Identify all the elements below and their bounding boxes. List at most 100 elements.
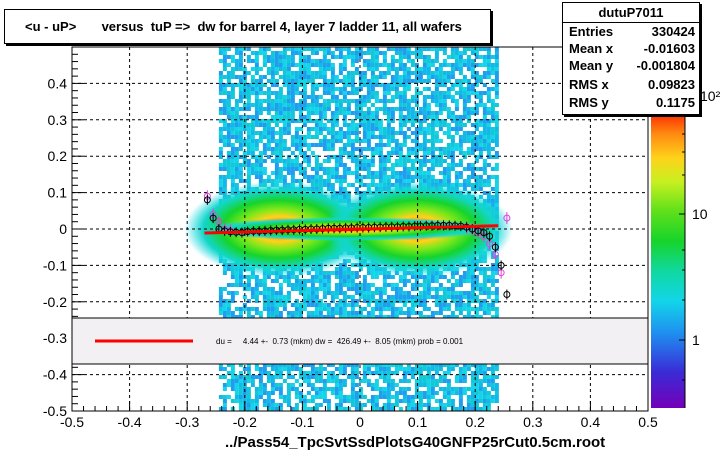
- heatmap-cell: [426, 307, 431, 311]
- heatmap-cell: [454, 283, 459, 287]
- heatmap-cell: [486, 183, 491, 187]
- heatmap-cell: [222, 395, 227, 399]
- heatmap-cell: [402, 167, 407, 171]
- heatmap-cell: [250, 291, 255, 295]
- heatmap-cell: [470, 143, 475, 147]
- heatmap-cell: [234, 119, 239, 123]
- heatmap-cell: [350, 283, 355, 287]
- heatmap-cell: [318, 63, 323, 67]
- heatmap-cell: [266, 67, 271, 71]
- heatmap-cell: [370, 135, 375, 139]
- heatmap-cell: [374, 291, 379, 295]
- heatmap-cell: [350, 363, 355, 367]
- heatmap-cell: [442, 159, 447, 163]
- heatmap-cell: [474, 287, 479, 291]
- heatmap-cell: [450, 163, 455, 167]
- heatmap-cell: [334, 107, 339, 111]
- heatmap-cell: [378, 311, 383, 315]
- heatmap-cell: [306, 63, 311, 67]
- heatmap-cell: [478, 291, 483, 295]
- heatmap-cell: [282, 111, 287, 115]
- heatmap-cell: [346, 363, 351, 367]
- heatmap-cell: [330, 183, 335, 187]
- heatmap-cell: [450, 167, 455, 171]
- heatmap-cell: [390, 111, 395, 115]
- heatmap-cell: [282, 363, 287, 367]
- heatmap-cell: [462, 75, 467, 79]
- heatmap-cell: [238, 399, 243, 403]
- heatmap-cell: [278, 115, 283, 119]
- heatmap-cell: [370, 75, 375, 79]
- heatmap-cell: [450, 283, 455, 287]
- heatmap-cell: [482, 363, 487, 367]
- heatmap-cell: [250, 275, 255, 279]
- heatmap-cell: [466, 131, 471, 135]
- heatmap-cell: [254, 67, 259, 71]
- heatmap-cell: [218, 175, 223, 179]
- heatmap-cell: [430, 111, 435, 115]
- heatmap-cell: [466, 55, 471, 59]
- heatmap-cell: [302, 303, 307, 307]
- heatmap-cell: [454, 99, 459, 103]
- heatmap-cell: [370, 91, 375, 95]
- heatmap-cell: [270, 71, 275, 75]
- heatmap-cell: [482, 279, 487, 283]
- heatmap-cell: [238, 135, 243, 139]
- heatmap-cell: [366, 47, 371, 51]
- heatmap-cell: [322, 279, 327, 283]
- heatmap-cell: [254, 171, 259, 175]
- heatmap-cell: [418, 47, 423, 51]
- heatmap-cell: [386, 87, 391, 91]
- heatmap-cell: [418, 399, 423, 403]
- heatmap-cell: [354, 363, 359, 367]
- heatmap-cell: [318, 75, 323, 79]
- heatmap-cell: [438, 307, 443, 311]
- y-tick-label: -0.4: [43, 367, 67, 383]
- heatmap-cell: [322, 51, 327, 55]
- heatmap-cell: [458, 311, 463, 315]
- heatmap-cell: [486, 395, 491, 399]
- heatmap-cell: [238, 167, 243, 171]
- heatmap-cell: [314, 71, 319, 75]
- heatmap-cell: [438, 303, 443, 307]
- heatmap-cell: [386, 127, 391, 131]
- heatmap-cell: [270, 287, 275, 291]
- heatmap-cell: [238, 123, 243, 127]
- heatmap-cell: [422, 303, 427, 307]
- heatmap-cell: [478, 63, 483, 67]
- heatmap-cell: [282, 379, 287, 383]
- heatmap-cell: [366, 183, 371, 187]
- heatmap-cell: [382, 299, 387, 303]
- heatmap-cell: [398, 127, 403, 131]
- heatmap-cell: [302, 171, 307, 175]
- heatmap-cell: [270, 307, 275, 311]
- heatmap-cell: [246, 407, 251, 411]
- heatmap-cell: [442, 379, 447, 383]
- heatmap-cell: [330, 175, 335, 179]
- heatmap-cell: [266, 179, 271, 183]
- heatmap-cell: [434, 295, 439, 299]
- heatmap-cell: [466, 403, 471, 407]
- heatmap-cell: [462, 387, 467, 391]
- heatmap-cell: [382, 91, 387, 95]
- heatmap-cell: [338, 303, 343, 307]
- heatmap-cell: [450, 391, 455, 395]
- heatmap-cell: [370, 175, 375, 179]
- heatmap-cell: [414, 131, 419, 135]
- heatmap-cell: [354, 403, 359, 407]
- heatmap-cell: [282, 147, 287, 151]
- heatmap-cell: [466, 295, 471, 299]
- heatmap-cell: [326, 51, 331, 55]
- heatmap-cell: [310, 95, 315, 99]
- heatmap-cell: [306, 67, 311, 71]
- heatmap-cell: [454, 307, 459, 311]
- heatmap-cell: [494, 259, 499, 263]
- heatmap-cell: [334, 55, 339, 59]
- y-tick-label: 0.1: [48, 185, 68, 201]
- heatmap-cell: [446, 363, 451, 367]
- heatmap-cell: [230, 399, 235, 403]
- heatmap-cell: [274, 315, 279, 319]
- heatmap-cell: [318, 387, 323, 391]
- heatmap-cell: [482, 131, 487, 135]
- heatmap-cell: [450, 71, 455, 75]
